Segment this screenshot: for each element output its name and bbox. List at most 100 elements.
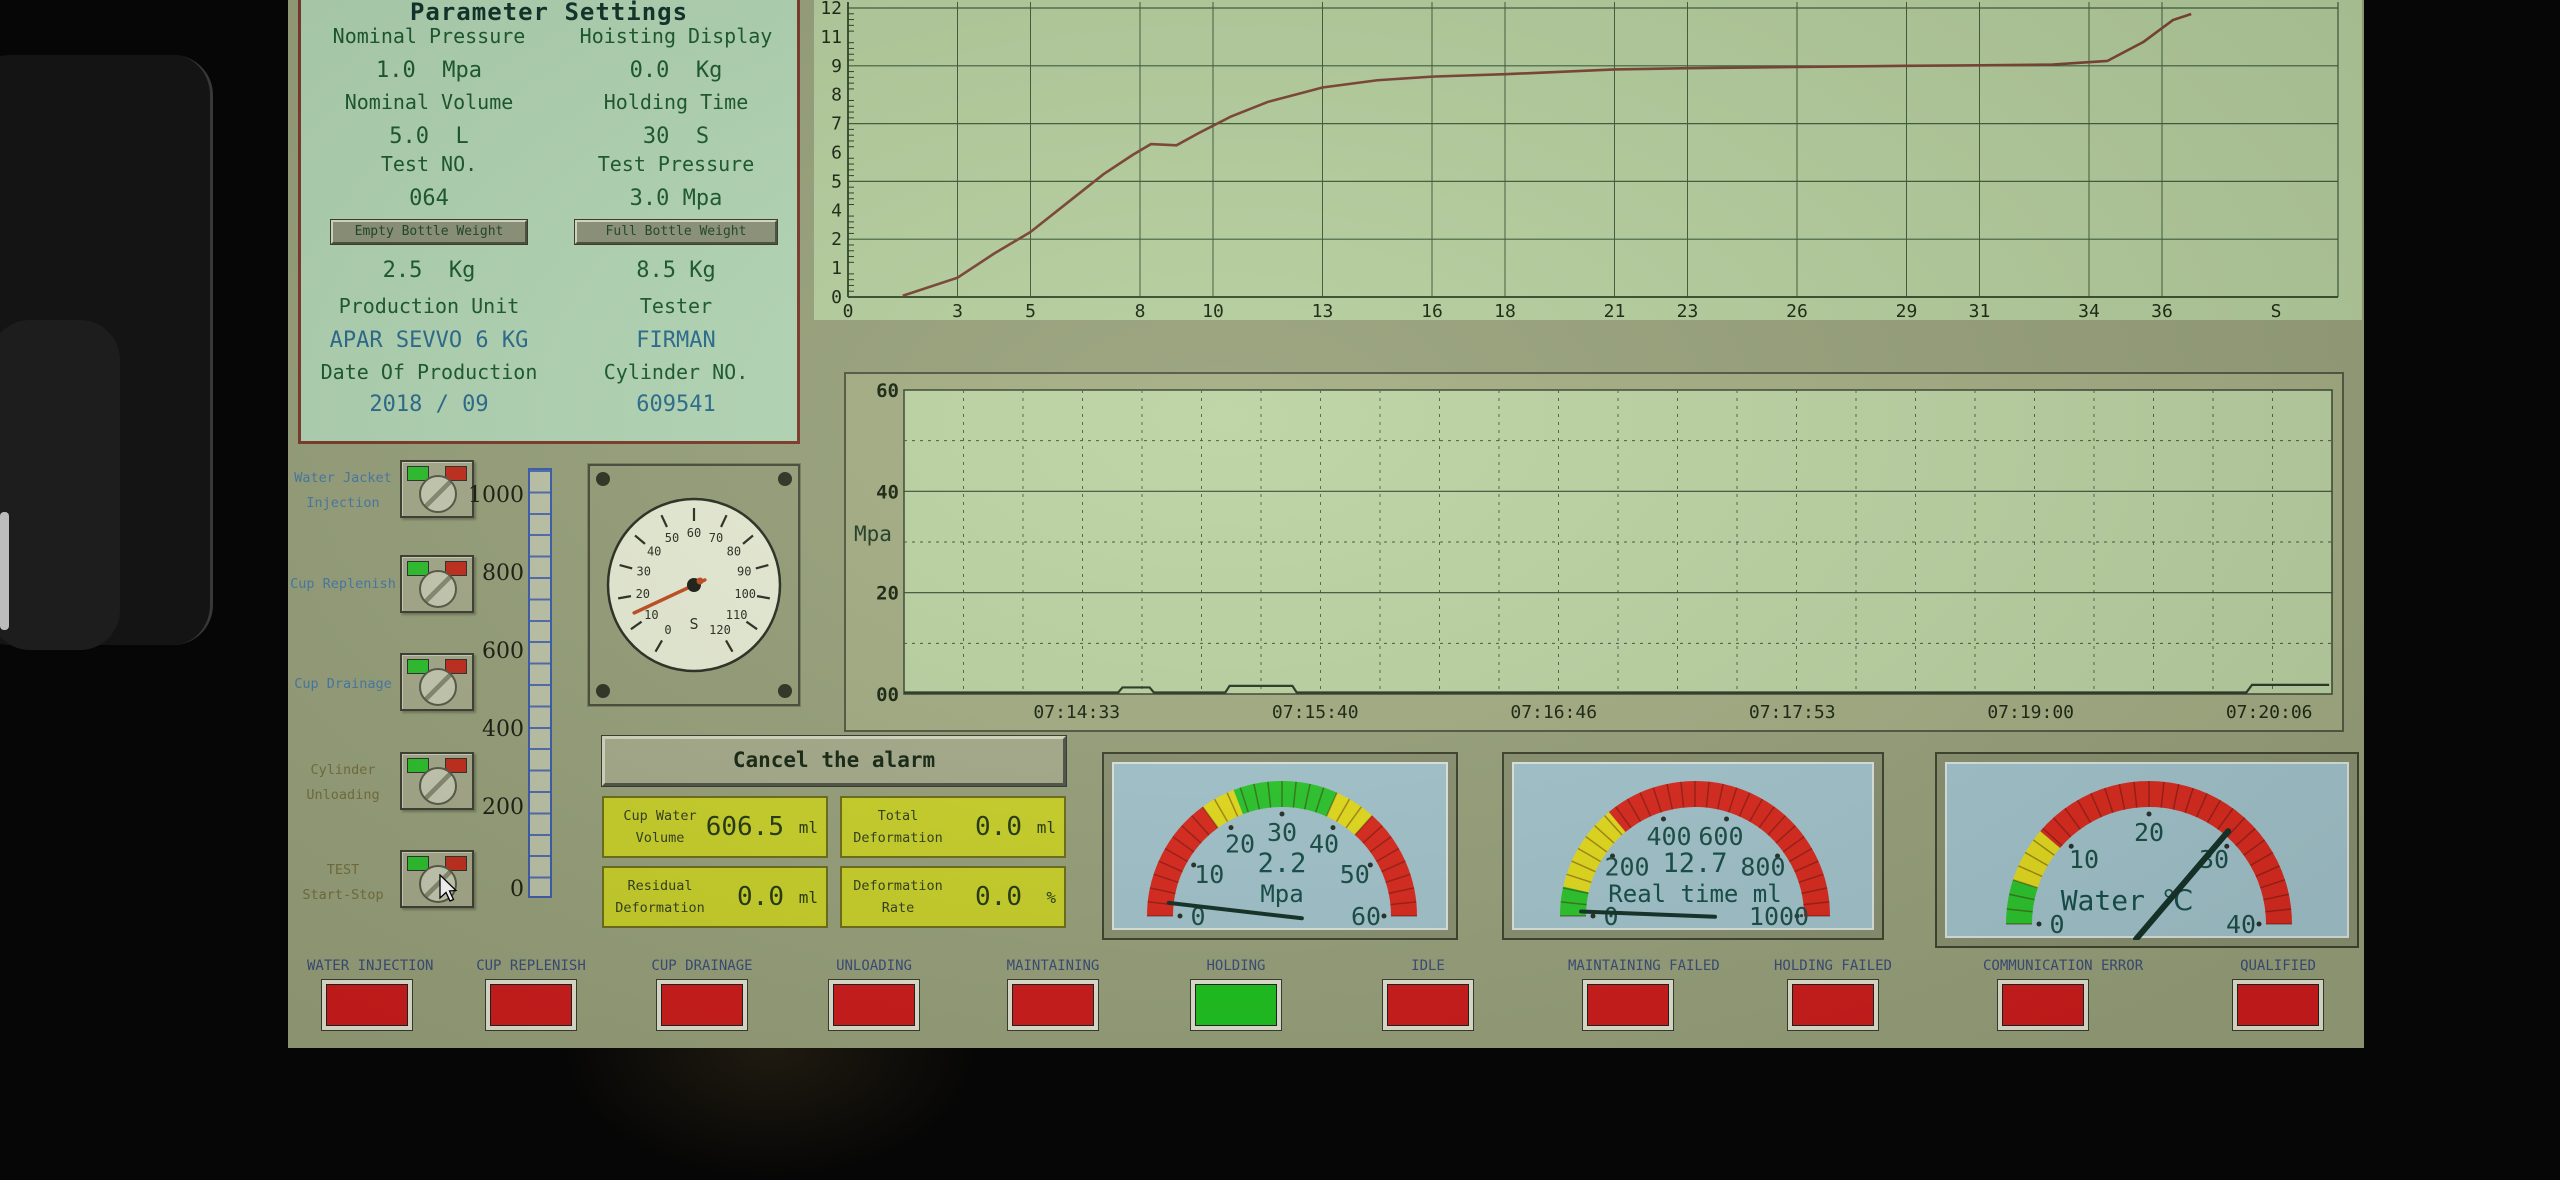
svg-text:10: 10	[2069, 845, 2099, 874]
svg-text:30: 30	[1267, 818, 1297, 847]
svg-text:0: 0	[1603, 902, 1618, 931]
level-scale-tick-label: 0	[510, 877, 524, 902]
svg-text:S: S	[2271, 301, 2282, 320]
status-label: WATER INJECTION	[307, 958, 434, 974]
status-lamp	[1012, 984, 1094, 1026]
svg-text:1: 1	[831, 258, 842, 279]
screw-icon	[778, 472, 792, 486]
status-label: QUALIFIED	[2240, 958, 2316, 974]
param-label: Tester	[639, 294, 713, 318]
level-scale-tick-label: 600	[482, 639, 524, 664]
control-switch[interactable]	[400, 752, 474, 810]
control-switch[interactable]	[400, 460, 474, 518]
water-level-scale	[528, 468, 552, 898]
cancel-alarm-button[interactable]: Cancel the alarm	[601, 735, 1067, 787]
screw-icon	[778, 684, 792, 698]
svg-text:07:15:40: 07:15:40	[1272, 702, 1359, 723]
svg-text:20: 20	[2134, 818, 2164, 847]
param-value: APAR SEVVO 6 KG	[329, 328, 529, 353]
readout-label: Total Deformation	[853, 808, 943, 846]
svg-text:90: 90	[737, 565, 751, 579]
control-switch[interactable]	[400, 850, 474, 908]
svg-text:60: 60	[1351, 902, 1381, 931]
svg-text:Real time ml: Real time ml	[1608, 880, 1781, 908]
level-scale-ticks	[530, 470, 550, 896]
status-lamp-frame	[1582, 979, 1674, 1031]
rotary-knob-icon	[419, 570, 457, 608]
status-indicator: HOLDING	[1176, 958, 1296, 1031]
svg-text:8: 8	[1135, 301, 1146, 320]
svg-text:6: 6	[831, 143, 842, 164]
svg-text:70: 70	[709, 531, 723, 545]
svg-text:50: 50	[665, 531, 679, 545]
svg-text:120: 120	[709, 623, 731, 637]
svg-text:0: 0	[1190, 902, 1205, 931]
control-switch[interactable]	[400, 555, 474, 613]
param-label: Hoisting Display	[579, 24, 773, 48]
status-lamp-frame	[321, 979, 413, 1031]
svg-text:10: 10	[1194, 860, 1224, 889]
svg-text:12.7: 12.7	[1662, 848, 1727, 879]
svg-text:60: 60	[876, 380, 899, 402]
realtime-trace	[904, 683, 2330, 694]
svg-text:21: 21	[1604, 301, 1626, 320]
weight-button[interactable]: Full Bottle Weight	[574, 219, 778, 245]
readout-field: Total Deformation 0.0 ml	[840, 796, 1066, 858]
off-lamp-icon	[445, 561, 467, 576]
svg-text:10: 10	[1202, 301, 1224, 320]
param-value: 1.0 Mpa	[376, 58, 482, 83]
readout-unit: %	[1046, 888, 1056, 907]
svg-text:40: 40	[876, 481, 899, 503]
svg-text:07:20:06: 07:20:06	[2226, 702, 2313, 723]
svg-text:07:19:00: 07:19:00	[1987, 702, 2074, 723]
switch-label: Water Jacket Injection	[294, 470, 392, 511]
svg-text:40: 40	[1309, 829, 1339, 858]
hmi-screen: Parameter Settings Nominal Pressure 1.0 M…	[288, 0, 2364, 1048]
param-value: 5.0 L	[389, 124, 469, 149]
switch-label: Cup Drainage	[294, 676, 392, 692]
svg-text:S: S	[689, 615, 698, 633]
status-indicator: COMMUNICATION ERROR	[1983, 958, 2144, 1031]
readout-label: Deformation Rate	[853, 878, 943, 916]
water-temp-gauge: 0 10 20 30 40 Water ℃	[1935, 752, 2359, 948]
svg-text:100: 100	[734, 587, 756, 601]
off-lamp-icon	[445, 758, 467, 773]
off-lamp-icon	[445, 466, 467, 481]
status-label: COMMUNICATION ERROR	[1983, 958, 2144, 974]
status-label: MAINTAINING	[1006, 958, 1100, 974]
svg-text:18: 18	[1494, 301, 1516, 320]
param-label: Holding Time	[603, 90, 749, 114]
status-indicator: WATER INJECTION	[307, 958, 434, 1031]
readout-field: Residual Deformation 0.0 ml	[602, 866, 828, 928]
status-lamp-frame	[656, 979, 748, 1031]
holding-timer-gauge: 0 10 20 30 40 50 60 70 80 90 100 110 120 S	[587, 463, 801, 707]
control-switch[interactable]	[400, 653, 474, 711]
readout-value: 0.0	[975, 812, 1022, 842]
off-lamp-icon	[445, 659, 467, 674]
status-lamp-frame	[485, 979, 577, 1031]
param-value: 0.0 Kg	[629, 58, 723, 83]
readout-field: Cup Water Volume 606.5 ml	[602, 796, 828, 858]
status-lamp	[833, 984, 915, 1026]
readout-unit: ml	[1036, 818, 1056, 837]
status-label: HOLDING	[1206, 958, 1266, 974]
svg-text:1000: 1000	[1749, 902, 1809, 931]
param-value: 609541	[636, 392, 716, 417]
readout-value: 0.0	[975, 882, 1022, 912]
param-value: FIRMAN	[636, 328, 716, 353]
level-scale-tick-label: 200	[482, 795, 524, 820]
screw-icon	[596, 684, 610, 698]
level-scale-tick-label: 800	[482, 561, 524, 586]
param-value: 2018 / 09	[369, 392, 489, 417]
readout-label: Cup Water Volume	[623, 808, 697, 846]
svg-text:40: 40	[2226, 910, 2256, 939]
status-label: MAINTAINING FAILED	[1568, 958, 1720, 974]
svg-text:0: 0	[2049, 910, 2064, 939]
svg-text:23: 23	[1677, 301, 1699, 320]
rotary-knob-icon	[419, 767, 457, 805]
status-label: CUP DRAINAGE	[651, 958, 753, 974]
gauge-needle	[1579, 909, 1717, 919]
switch-label: Cup Replenish	[290, 576, 396, 592]
weight-button[interactable]: Empty Bottle Weight	[330, 219, 528, 245]
